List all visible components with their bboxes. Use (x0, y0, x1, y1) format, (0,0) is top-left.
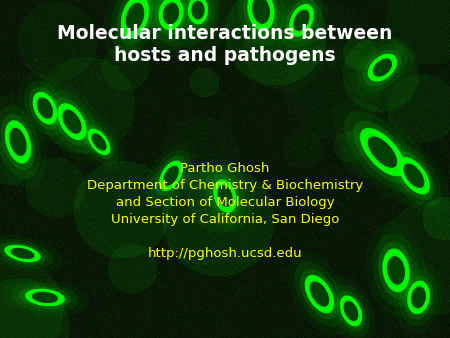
Ellipse shape (332, 284, 370, 338)
Ellipse shape (217, 185, 233, 207)
Ellipse shape (363, 49, 402, 86)
Ellipse shape (393, 151, 435, 200)
Ellipse shape (205, 168, 245, 224)
Ellipse shape (158, 0, 184, 30)
Ellipse shape (404, 275, 433, 319)
Ellipse shape (29, 87, 61, 129)
Ellipse shape (84, 125, 114, 159)
Text: Molecular interactions between
hosts and pathogens: Molecular interactions between hosts and… (57, 24, 393, 66)
Ellipse shape (126, 3, 144, 31)
Ellipse shape (357, 44, 408, 91)
Ellipse shape (11, 283, 79, 312)
Ellipse shape (387, 144, 441, 208)
Ellipse shape (0, 239, 54, 268)
Ellipse shape (373, 58, 392, 77)
Ellipse shape (213, 179, 237, 213)
Ellipse shape (294, 261, 345, 327)
Ellipse shape (378, 242, 414, 299)
Ellipse shape (0, 105, 40, 179)
Ellipse shape (300, 269, 339, 319)
Ellipse shape (163, 166, 179, 186)
Ellipse shape (151, 150, 191, 202)
Ellipse shape (4, 245, 41, 262)
Ellipse shape (210, 174, 240, 218)
Ellipse shape (37, 97, 53, 119)
Ellipse shape (411, 287, 426, 308)
Ellipse shape (387, 256, 405, 285)
Ellipse shape (404, 164, 424, 188)
Ellipse shape (382, 248, 410, 292)
Ellipse shape (80, 119, 118, 165)
Ellipse shape (0, 242, 46, 265)
Ellipse shape (111, 0, 159, 54)
Ellipse shape (87, 129, 111, 155)
Ellipse shape (33, 92, 57, 125)
Ellipse shape (238, 0, 284, 46)
Ellipse shape (344, 301, 358, 321)
Ellipse shape (337, 291, 365, 331)
Ellipse shape (305, 275, 334, 313)
Ellipse shape (9, 128, 27, 156)
Ellipse shape (373, 233, 419, 308)
Ellipse shape (243, 0, 279, 38)
Ellipse shape (117, 0, 153, 45)
Ellipse shape (188, 0, 208, 25)
Ellipse shape (181, 0, 215, 34)
Ellipse shape (344, 111, 421, 193)
Ellipse shape (11, 248, 34, 259)
Ellipse shape (19, 286, 71, 309)
Ellipse shape (368, 137, 397, 168)
Ellipse shape (252, 0, 270, 24)
Ellipse shape (310, 282, 329, 307)
Ellipse shape (150, 0, 192, 42)
Ellipse shape (340, 295, 362, 327)
Ellipse shape (53, 98, 91, 146)
Ellipse shape (248, 0, 274, 31)
Text: Partho Ghosh
Department of Chemistry & Biochemistry
and Section of Molecular Bio: Partho Ghosh Department of Chemistry & B… (87, 162, 363, 260)
Ellipse shape (63, 110, 81, 134)
Ellipse shape (1, 114, 35, 170)
Ellipse shape (91, 133, 107, 151)
Ellipse shape (121, 0, 149, 39)
Ellipse shape (289, 4, 314, 37)
Ellipse shape (185, 0, 211, 29)
Ellipse shape (399, 269, 438, 326)
Ellipse shape (32, 292, 58, 303)
Ellipse shape (25, 289, 65, 306)
Ellipse shape (163, 3, 179, 24)
Ellipse shape (285, 0, 318, 42)
Ellipse shape (368, 54, 397, 81)
Ellipse shape (155, 156, 187, 196)
Ellipse shape (280, 0, 323, 48)
Ellipse shape (360, 128, 405, 176)
Ellipse shape (155, 0, 187, 35)
Ellipse shape (191, 1, 205, 20)
Ellipse shape (58, 103, 86, 140)
Ellipse shape (407, 281, 430, 314)
Ellipse shape (353, 121, 412, 184)
Ellipse shape (159, 161, 183, 191)
Ellipse shape (398, 157, 430, 195)
Ellipse shape (24, 80, 66, 136)
Ellipse shape (293, 9, 310, 31)
Ellipse shape (5, 120, 31, 164)
Ellipse shape (47, 90, 97, 153)
